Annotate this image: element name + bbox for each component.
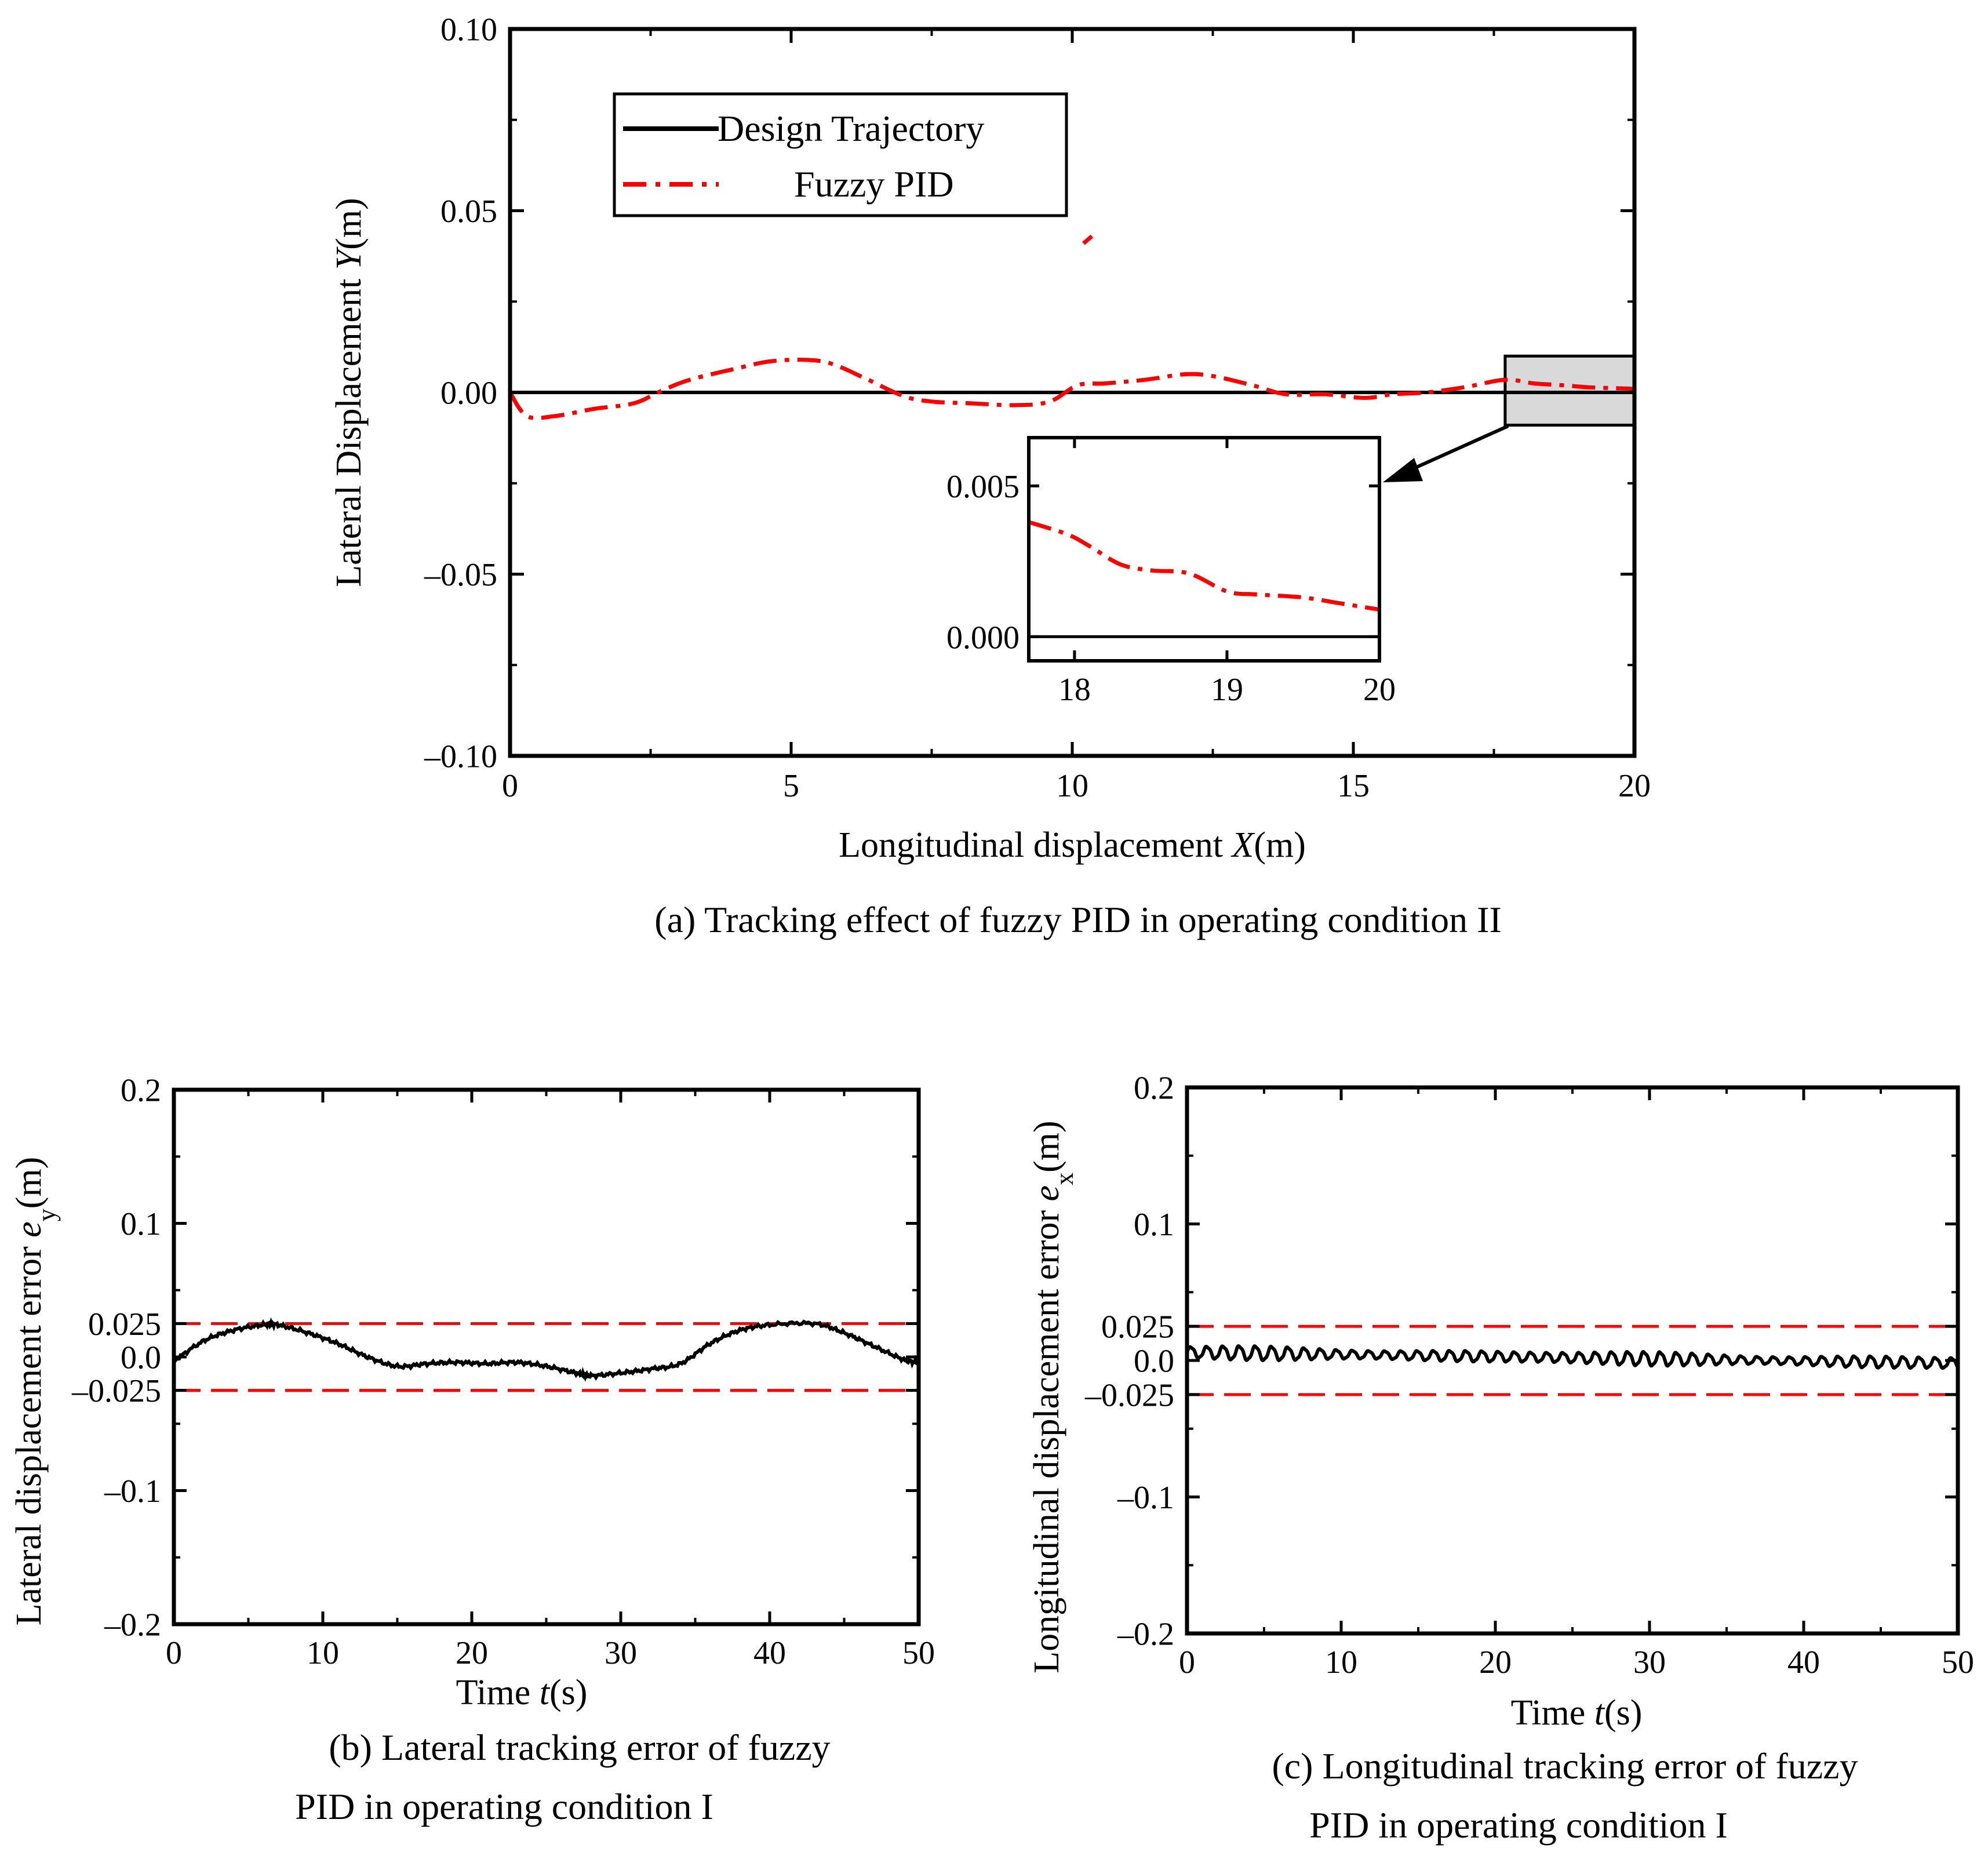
zoom-arrow-head [1383, 458, 1423, 482]
inset-frame [1027, 436, 1381, 663]
panel-c-plot-area [1185, 1325, 1960, 1396]
x-tick-label: 0 [502, 768, 518, 804]
legend-box [613, 92, 1068, 217]
x-tick-label: 20 [1479, 1644, 1512, 1680]
y-tick-label: –0.025 [1084, 1377, 1174, 1413]
panel-c-y-axis-title: Longitudinal displacement error ex(m) [1027, 1120, 1079, 1673]
panel-a-plot-area [508, 234, 1636, 427]
y-tick-label: 0.1 [1134, 1207, 1174, 1243]
y-tick-label: 0.2 [121, 1073, 161, 1109]
inset-background [1029, 438, 1379, 661]
y-tick-label: 0.2 [1134, 1071, 1174, 1107]
legend-label-fuzzy-pid: Fuzzy PID [794, 163, 954, 205]
y-tick-label: 0.0 [1134, 1344, 1174, 1380]
y-tick-label: –0.1 [1117, 1480, 1174, 1516]
y-tick-label: –0.025 [71, 1373, 161, 1409]
y-tick-label: 0.025 [1101, 1309, 1174, 1345]
panel-a: –0.10 –0.05 0.00 0.05 0.10 0 5 10 15 20 Design T… [329, 12, 1651, 940]
inset-y-tick-label: 0.005 [946, 469, 1020, 505]
y-tick-label: –0.2 [104, 1607, 161, 1643]
y-tick-label: 0.05 [440, 194, 497, 230]
x-tick-label: 5 [783, 768, 799, 804]
x-tick-label: 40 [753, 1635, 786, 1671]
inset-x-tick-label: 20 [1363, 672, 1396, 708]
panel-c-caption-line-1: (c) Longitudinal tracking error of fuzzy [1272, 1745, 1858, 1786]
panel-a-y-axis-title: Lateral Displacement Y(m) [329, 198, 369, 587]
inset-y-tick-label: 0.000 [946, 620, 1020, 656]
y-tick-label: –0.05 [424, 557, 497, 593]
x-tick-label: 20 [456, 1635, 488, 1671]
x-tick-label: 30 [1633, 1644, 1666, 1680]
panel-b-frame [172, 1087, 921, 1627]
x-tick-label: 0 [166, 1635, 182, 1671]
series-fuzzy-pid-fragment [1082, 234, 1094, 245]
inset: 0.000 0.005 18 19 20 [946, 436, 1396, 708]
panel-b-caption-line-1: (b) Lateral tracking error of fuzzy [329, 1727, 830, 1768]
inset-x-tick-label: 19 [1211, 672, 1243, 708]
x-tick-label: 30 [605, 1635, 637, 1671]
legend: Design Trajectory Fuzzy PID [613, 92, 1068, 217]
panel-b-plot-area [172, 1317, 920, 1392]
series-lateral-error [172, 1317, 920, 1382]
x-tick-label: 50 [902, 1635, 935, 1671]
panel-a-x-ticks: 0 5 10 15 20 [502, 29, 1651, 804]
inset-series-fuzzy-pid [1028, 520, 1380, 612]
panel-a-y-ticks: –0.10 –0.05 0.00 0.05 0.10 [424, 12, 1634, 775]
zoom-arrow-line [1410, 424, 1509, 471]
panel-b-caption-line-2: PID in operating condition I [295, 1786, 713, 1827]
series-longitudinal-error [1185, 1344, 1960, 1370]
inset-plot [1028, 520, 1380, 638]
x-tick-label: 10 [307, 1635, 339, 1671]
panel-b-x-axis-title: Time t(s) [456, 1673, 588, 1712]
panel-b-x-ticks: 0 10 20 30 40 50 [166, 1090, 935, 1671]
x-tick-label: 50 [1942, 1644, 1974, 1680]
x-tick-label: 40 [1787, 1644, 1820, 1680]
panel-a-x-axis-title: Longitudinal displacement X(m) [839, 825, 1306, 865]
panel-b-y-axis-title: Lateral displacement error ey(m) [9, 1157, 61, 1626]
legend-label-design-trajectory: Design Trajectory [718, 108, 984, 149]
y-tick-label: 0.025 [88, 1307, 161, 1342]
series-fuzzy-pid [508, 357, 1634, 420]
y-tick-label: 0.00 [440, 376, 497, 412]
x-tick-label: 0 [1179, 1644, 1195, 1680]
panel-a-caption: (a) Tracking effect of fuzzy PID in oper… [654, 899, 1502, 940]
panel-c-x-ticks: 0 10 20 30 40 50 [1179, 1087, 1974, 1680]
x-tick-label: 15 [1337, 768, 1370, 804]
x-tick-label: 20 [1618, 768, 1651, 804]
y-tick-label: –0.10 [424, 739, 497, 775]
y-tick-label: 0.10 [440, 12, 497, 48]
zoom-arrow [1383, 424, 1509, 482]
y-tick-label: –0.1 [104, 1473, 161, 1509]
inset-ticks: 0.000 0.005 18 19 20 [946, 438, 1396, 708]
x-tick-label: 10 [1056, 768, 1088, 804]
y-tick-label: –0.2 [1117, 1617, 1174, 1653]
y-tick-label: 0.1 [121, 1206, 161, 1242]
x-tick-label: 10 [1325, 1644, 1357, 1680]
panel-c-caption-line-2: PID in operating condition I [1309, 1804, 1728, 1846]
panel-c-x-axis-title: Time t(s) [1511, 1693, 1643, 1733]
zoom-region [1503, 354, 1636, 427]
y-tick-label: 0.0 [121, 1340, 161, 1376]
inset-x-tick-label: 18 [1058, 672, 1091, 708]
